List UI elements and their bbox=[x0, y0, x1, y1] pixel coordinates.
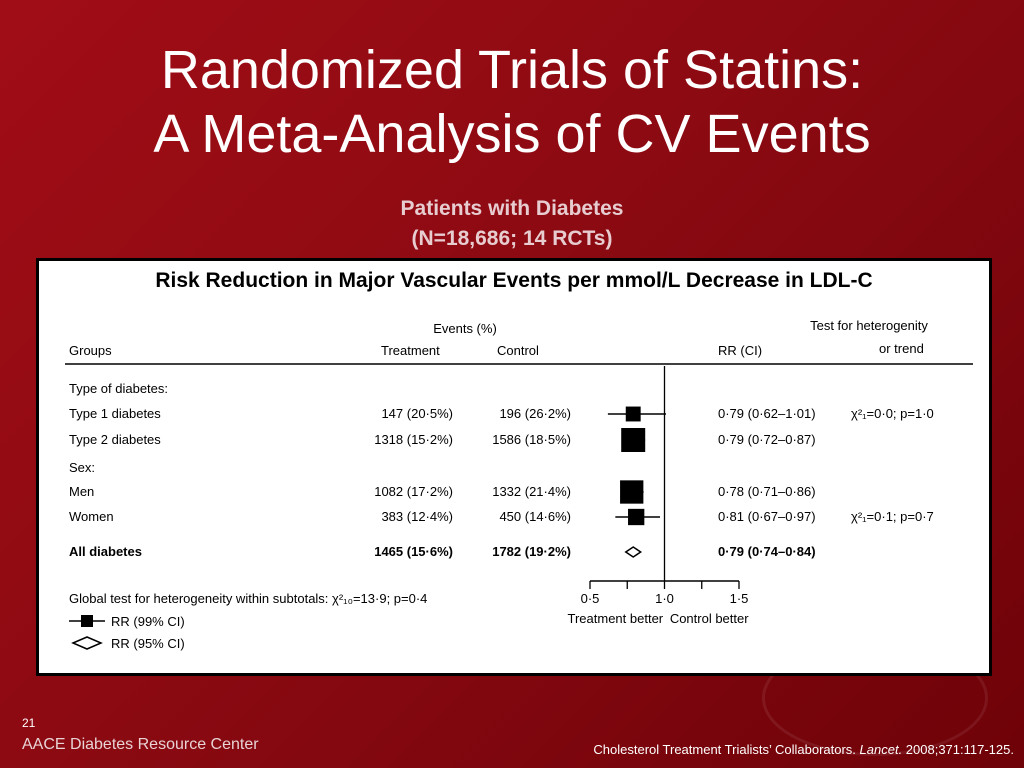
legend-diamond-label: RR (95% CI) bbox=[111, 636, 185, 651]
row-treatment-events: 1465 (15·6%) bbox=[374, 544, 453, 559]
row-rr-square bbox=[628, 508, 645, 526]
row-control-events: 450 (14·6%) bbox=[499, 509, 571, 524]
header-heterogeneity-line2: or trend bbox=[879, 341, 924, 356]
forest-plot: Events (%) Test for heterogenity Groups … bbox=[65, 318, 973, 651]
header-rr: RR (CI) bbox=[718, 343, 762, 358]
title-line-2: A Meta-Analysis of CV Events bbox=[153, 104, 871, 164]
row-heterogeneity: χ²₁=0·0; p=1·0 bbox=[851, 406, 934, 421]
row-rr-text: 0·79 (0·62–1·01) bbox=[718, 406, 816, 421]
citation-journal: Lancet. bbox=[859, 742, 903, 757]
header-control: Control bbox=[497, 343, 539, 358]
subtitle-line-1: Patients with Diabetes bbox=[400, 197, 624, 220]
axis-label-control-better: Control better bbox=[670, 611, 749, 626]
row-rr-square bbox=[621, 428, 646, 452]
row-treatment-events: 1082 (17·2%) bbox=[374, 484, 453, 499]
row-treatment-events: 147 (20·5%) bbox=[381, 406, 453, 421]
row-treatment-events: 383 (12·4%) bbox=[381, 509, 453, 524]
row-rr-square bbox=[625, 406, 641, 422]
row-rr-diamond bbox=[624, 546, 643, 558]
axis-label-treatment-better: Treatment better bbox=[568, 611, 664, 626]
row-control-events: 1586 (18·5%) bbox=[492, 432, 571, 447]
row-control-events: 1782 (19·2%) bbox=[492, 544, 571, 559]
slide-number: 21 bbox=[22, 716, 36, 730]
header-heterogeneity-line1: Test for heterogenity bbox=[810, 318, 928, 333]
forest-rows: Type 1 diabetes 147 (20·5%) 196 (26·2%) 0·7… bbox=[69, 406, 934, 559]
title-line-1: Randomized Trials of Statins: bbox=[160, 40, 864, 100]
row-control-events: 196 (26·2%) bbox=[499, 406, 571, 421]
row-heterogeneity: χ²₁=0·1; p=0·7 bbox=[851, 509, 934, 524]
subtitle-line-2: (N=18,686; 14 RCTs) bbox=[411, 227, 613, 250]
header-events: Events (%) bbox=[433, 321, 497, 336]
header-groups: Groups bbox=[69, 343, 112, 358]
slide-title: Randomized Trials of Statins: A Meta-Ana… bbox=[0, 38, 1024, 166]
x-axis-tick-label: 0·5 bbox=[581, 591, 600, 606]
citation: Cholesterol Treatment Trialists’ Collabo… bbox=[593, 742, 1014, 757]
citation-details: 2008;371:117-125. bbox=[902, 742, 1014, 757]
legend-square-label: RR (99% CI) bbox=[111, 614, 185, 629]
section-type-of-diabetes: Type of diabetes: bbox=[69, 381, 168, 396]
legend-diamond-marker bbox=[71, 636, 103, 650]
global-heterogeneity-test: Global test for heterogeneity within sub… bbox=[69, 591, 427, 606]
row-control-events: 1332 (21·4%) bbox=[492, 484, 571, 499]
row-rr-text: 0·81 (0·67–0·97) bbox=[718, 509, 816, 524]
header-treatment: Treatment bbox=[381, 343, 440, 358]
slide-subtitle: Patients with Diabetes (N=18,686; 14 RCT… bbox=[0, 194, 1024, 254]
row-group-label: Men bbox=[69, 484, 94, 499]
row-treatment-events: 1318 (15·2%) bbox=[374, 432, 453, 447]
forest-plot-panel: Risk Reduction in Major Vascular Events … bbox=[36, 258, 992, 676]
row-group-label: All diabetes bbox=[69, 544, 142, 559]
row-rr-square bbox=[620, 480, 644, 504]
row-rr-text: 0·79 (0·74–0·84) bbox=[718, 544, 816, 559]
forest-axis: 0·5 1·0 1·5 Treatment better Control better bbox=[568, 366, 749, 626]
x-axis-tick-label: 1·0 bbox=[655, 591, 674, 606]
citation-authors: Cholesterol Treatment Trialists’ Collabo… bbox=[593, 742, 860, 757]
footer-organization: AACE Diabetes Resource Center bbox=[22, 736, 259, 753]
row-group-label: Type 2 diabetes bbox=[69, 432, 161, 447]
row-group-label: Women bbox=[69, 509, 114, 524]
row-rr-text: 0·79 (0·72–0·87) bbox=[718, 432, 816, 447]
panel-title: Risk Reduction in Major Vascular Events … bbox=[155, 269, 873, 292]
section-sex: Sex: bbox=[69, 460, 95, 475]
row-rr-text: 0·78 (0·71–0·86) bbox=[718, 484, 816, 499]
row-group-label: Type 1 diabetes bbox=[69, 406, 161, 421]
x-axis-tick-label: 1·5 bbox=[730, 591, 749, 606]
